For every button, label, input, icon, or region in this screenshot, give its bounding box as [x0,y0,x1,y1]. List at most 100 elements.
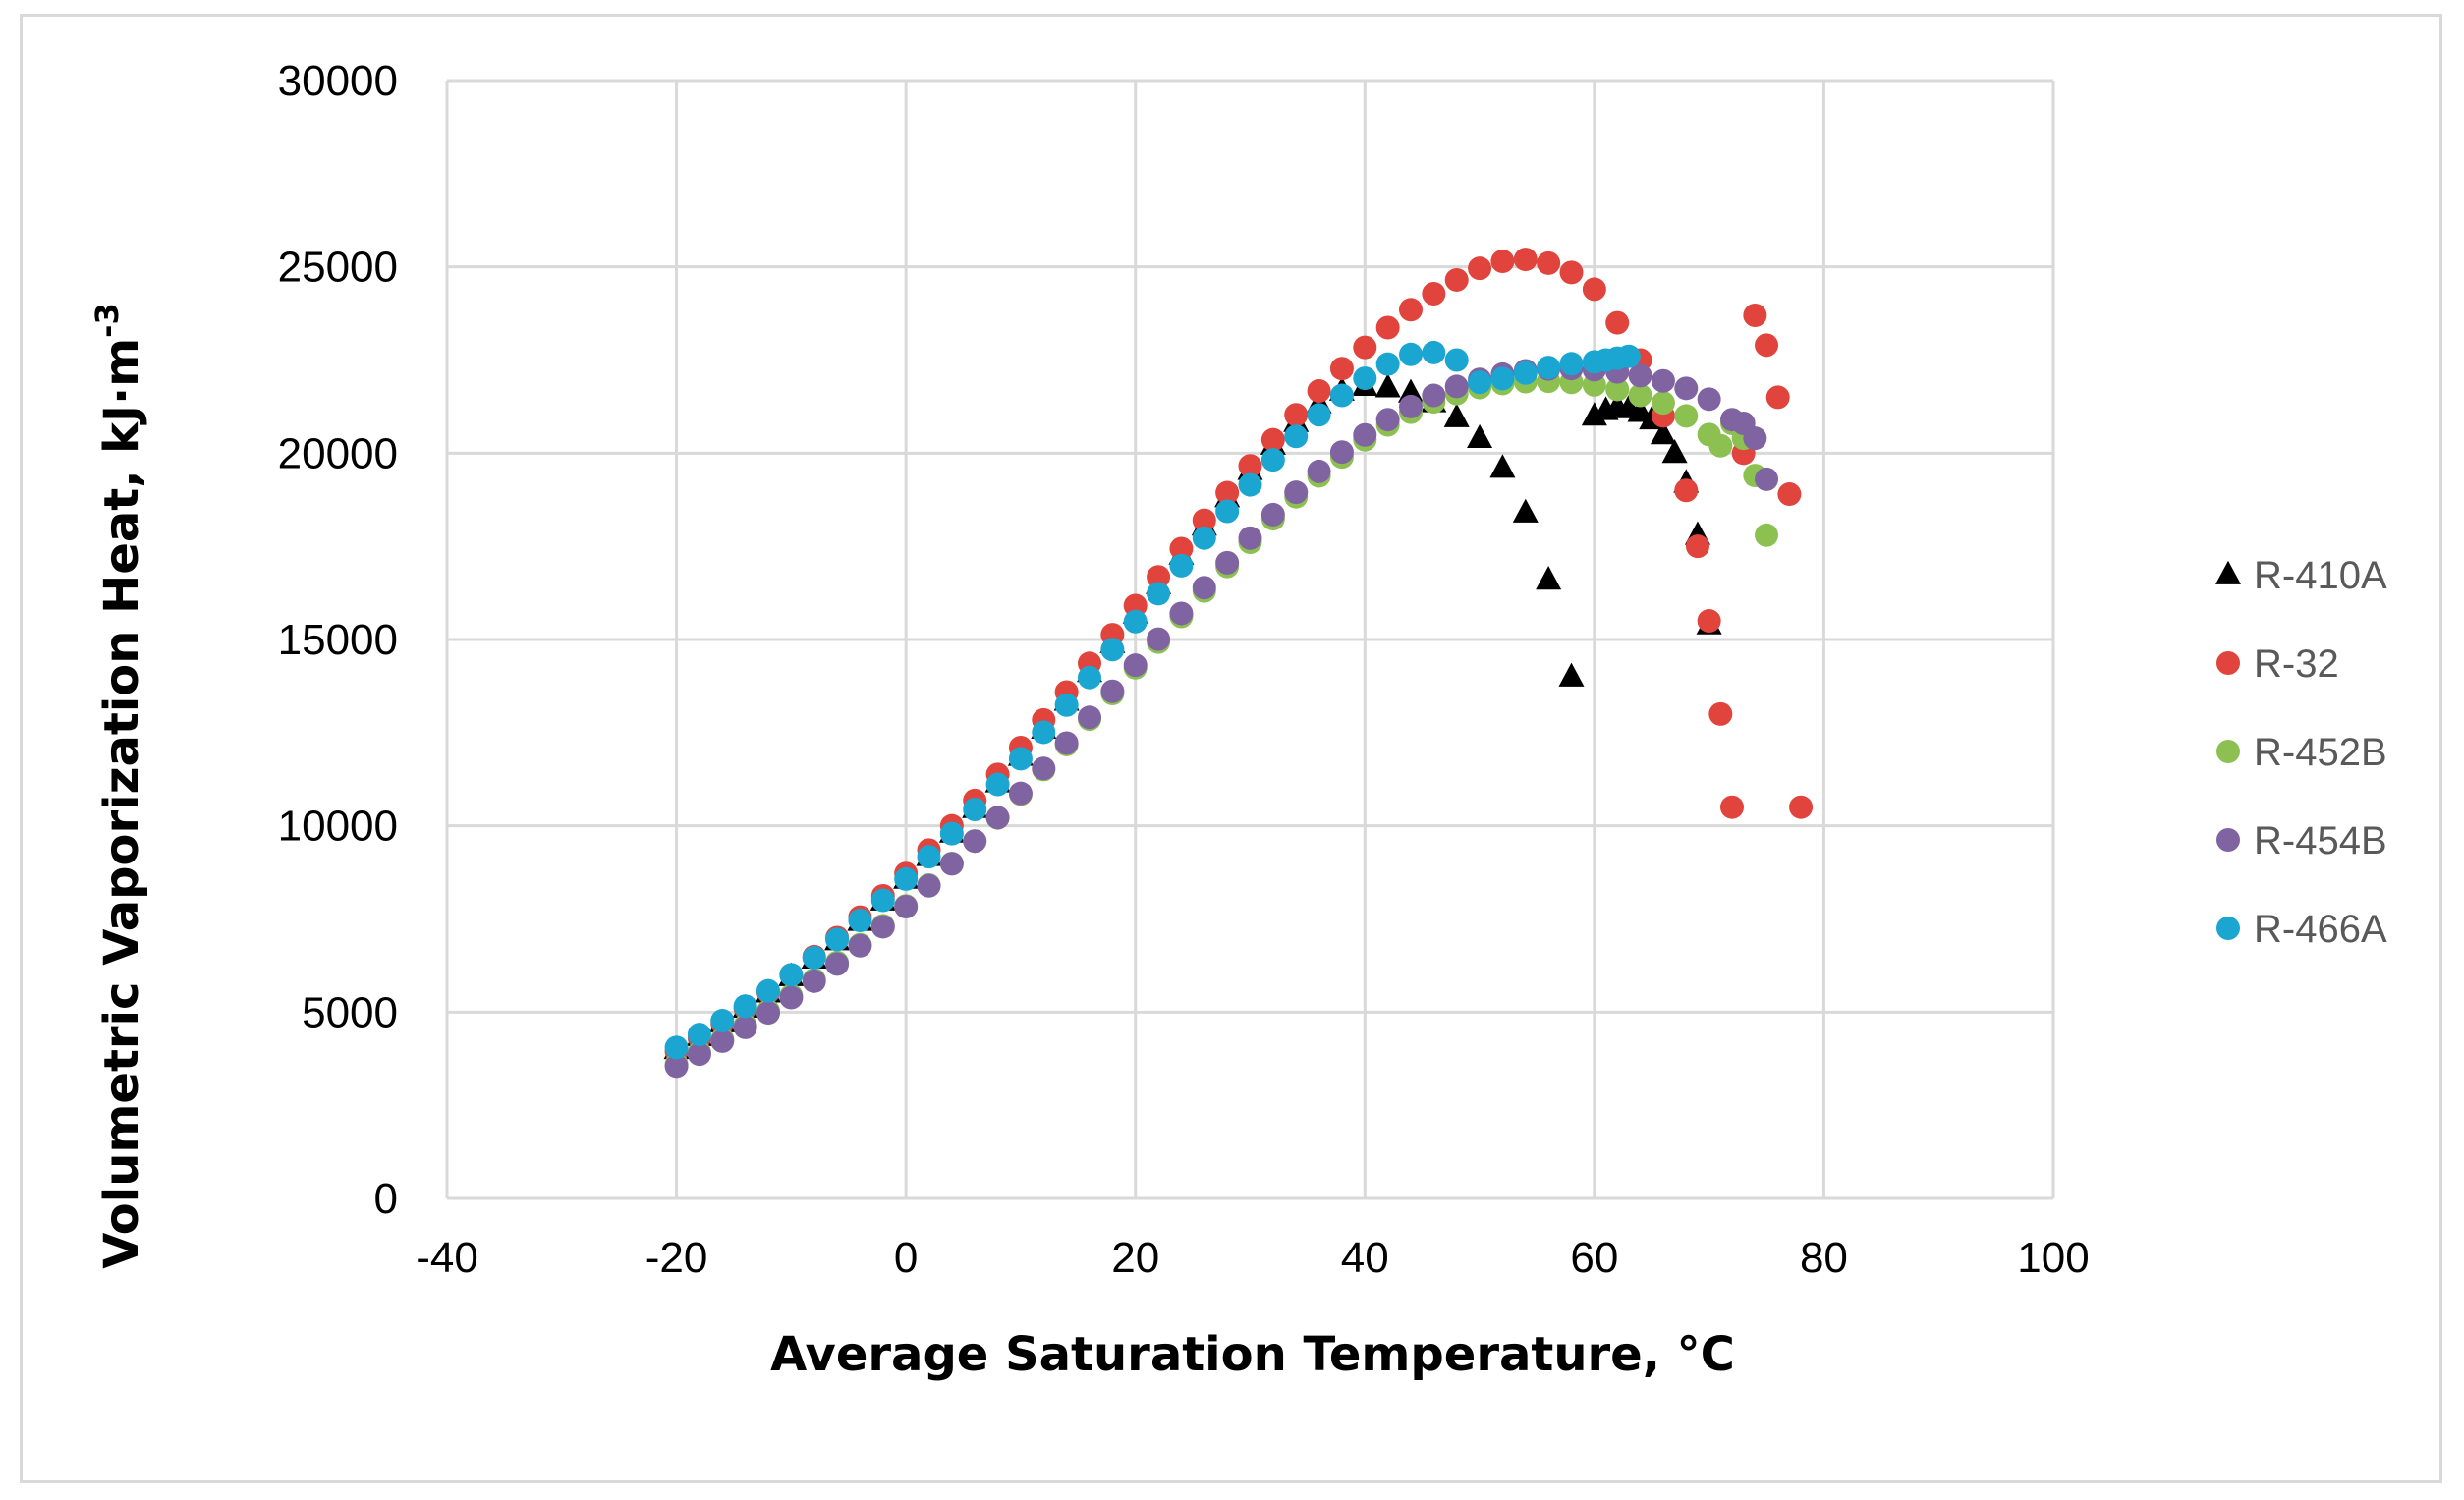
data-point-r-466a [1468,370,1492,395]
data-point-r-32 [1307,378,1331,403]
y-axis-title-group: Volumetric Vaporization Heat, kJ·m-3 [88,303,149,1268]
data-point-r-466a [687,1023,711,1047]
data-point-r-466a [1616,344,1641,368]
data-point-r-466a [1192,526,1216,550]
data-point-r-454b [1284,480,1309,505]
data-point-r-466a [870,888,895,913]
data-point-r-454b [1260,502,1285,527]
data-point-r-32 [1513,248,1538,272]
y-axis-title-superscript: -3 [88,303,126,338]
y-tick-label: 20000 [278,429,398,477]
data-point-r-454b [1628,363,1652,388]
data-point-r-454b [939,852,964,876]
legend-label-r-454b: R-454B [2254,819,2387,862]
data-point-r-466a [848,909,872,933]
legend-marker-r-410a [2215,560,2241,584]
data-point-r-410a [1467,423,1493,449]
data-point-r-466a [1100,638,1125,662]
data-point-r-454b [1755,467,1779,491]
legend-marker-r-466a [2216,917,2240,940]
data-point-r-454b [802,969,826,993]
data-point-r-466a [664,1035,689,1060]
data-point-r-32 [1422,281,1446,306]
data-point-r-454b [917,873,941,898]
data-point-r-454b [825,952,850,976]
data-point-r-454b [1008,781,1033,806]
data-point-r-466a [1123,609,1148,634]
data-point-r-32 [1605,310,1630,335]
data-point-r-454b [1329,440,1354,465]
data-point-r-452b [1755,523,1779,547]
data-point-r-466a [1215,499,1240,524]
data-point-r-32 [1353,335,1377,360]
data-point-r-454b [710,1028,735,1053]
data-point-r-32 [1755,333,1779,358]
data-point-r-32 [1444,267,1469,292]
data-point-r-32 [1743,303,1767,327]
y-tick-label: 0 [374,1175,398,1223]
data-point-r-410a [1489,454,1516,478]
data-point-r-466a [1260,448,1285,472]
x-tick-label: 80 [1800,1234,1848,1282]
y-tick-label: 5000 [302,988,398,1036]
series-r-454b [664,357,1779,1079]
data-point-r-410a [1661,439,1688,464]
data-point-r-32 [1238,454,1262,478]
data-point-r-466a [1490,366,1515,391]
data-point-r-32 [1468,256,1492,281]
data-point-r-32 [1685,534,1709,559]
data-point-r-32 [1674,478,1699,503]
data-point-r-32 [1329,357,1354,381]
data-point-r-466a [1284,424,1309,449]
data-point-r-32 [1777,482,1802,507]
data-point-r-466a [1169,553,1194,578]
data-point-r-454b [985,806,1010,830]
data-point-r-454b [1697,387,1721,412]
data-point-r-466a [1559,352,1584,376]
data-point-r-466a [825,927,850,952]
y-axis-title: Volumetric Vaporization Heat, kJ·m-3 [88,303,149,1268]
data-point-r-454b [1674,376,1699,401]
chart-frame [20,14,2442,1483]
data-point-r-454b [1078,705,1101,730]
data-point-r-454b [664,1054,689,1079]
data-point-r-32 [1789,795,1814,819]
grid [445,79,2055,1200]
data-point-r-454b [1307,459,1331,483]
data-point-r-454b [756,1001,780,1026]
data-points [663,248,1814,1079]
legend-marker-r-32 [2216,651,2240,675]
y-tick-label: 30000 [278,57,398,105]
data-point-r-466a [1375,352,1400,376]
data-point-r-466a [963,797,987,821]
data-point-r-32 [1537,250,1561,275]
data-point-r-454b [894,894,919,918]
data-point-r-466a [1078,665,1101,690]
y-tick-label: 25000 [278,244,398,292]
data-point-r-466a [1147,582,1171,606]
data-point-r-32 [1490,249,1515,273]
x-axis-title: Average Saturation Temperature, °C [770,1327,1735,1382]
data-point-r-466a [1353,366,1377,391]
data-point-r-32 [1559,260,1584,285]
data-point-r-32 [1284,403,1309,427]
data-point-r-454b [1147,627,1171,651]
legend: R-410A R-32 R-452B R-454B R-466A [2215,554,2387,951]
data-point-r-32 [1720,795,1744,819]
data-point-r-452b [1651,391,1675,416]
data-point-r-454b [848,933,872,958]
data-point-r-466a [1444,348,1469,372]
x-tick-labels: -40 -20 0 20 40 60 80 100 [416,1234,2090,1282]
data-point-r-466a [1537,356,1561,380]
data-point-r-452b [1628,383,1652,408]
data-point-r-454b [1215,550,1240,575]
data-point-r-454b [1422,383,1446,408]
data-point-r-466a [1329,383,1354,408]
data-point-r-466a [802,945,826,970]
data-point-r-32 [1708,701,1733,726]
x-tick-label: 0 [894,1234,918,1282]
data-point-r-454b [1238,526,1262,550]
data-point-r-32 [1215,480,1240,505]
x-tick-label: 60 [1570,1234,1618,1282]
data-point-r-410a [1398,378,1424,403]
